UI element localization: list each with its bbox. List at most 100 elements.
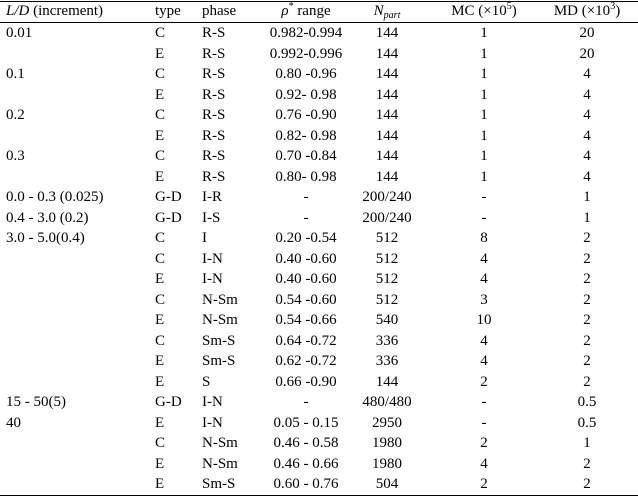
table-cell: 0.54 -0.66	[275, 312, 337, 329]
header-text: )	[511, 3, 517, 19]
table-cell: 0.92- 0.98	[275, 86, 337, 103]
table-cell: 20	[579, 25, 595, 41]
table-cell: 4	[583, 66, 591, 83]
table-cell: 0.982-0.994	[269, 25, 343, 41]
table-cell: E	[155, 353, 165, 370]
header-text: 3	[610, 1, 616, 12]
table-cell: 0.5	[577, 414, 597, 431]
table-cell: 0.4 - 3.0 (0.2)	[6, 209, 89, 226]
table-cell: R-S	[202, 45, 226, 62]
header-text: MD (×10	[553, 3, 611, 19]
table-cell: I-N	[202, 250, 223, 267]
table-cell: -	[303, 209, 309, 226]
table-cell: Sm-S	[202, 332, 236, 349]
table-cell: S	[202, 373, 211, 390]
table-cell: R-S	[202, 66, 226, 83]
table-cell: 2	[583, 291, 591, 308]
table-cell: 1	[480, 107, 488, 124]
table-cell: 512	[375, 291, 399, 308]
table-cell: E	[155, 312, 165, 329]
table-cell: 0.2	[6, 107, 25, 124]
table-cell: 0.40 -0.60	[275, 271, 337, 288]
table-cell: 2	[480, 476, 488, 493]
table-cell: 0.1	[6, 66, 25, 83]
table-cell: 1	[583, 435, 591, 452]
table-cell: E	[155, 476, 165, 493]
table-cell: 8	[480, 230, 488, 247]
table-cell: 336	[375, 332, 399, 349]
table-cell: 144	[375, 168, 399, 185]
table-cell: 2950	[372, 414, 402, 431]
table-cell: 1	[583, 209, 591, 226]
table-cell: 200/240	[362, 209, 412, 226]
table-cell: 0.60 - 0.76	[273, 476, 339, 493]
table-cell: 4	[480, 455, 488, 472]
table-cell: 1980	[372, 455, 402, 472]
top-rule	[0, 1, 638, 2]
table-cell: R-S	[202, 86, 226, 103]
table-cell: 1	[480, 86, 488, 103]
table-cell: 0.76 -0.90	[275, 107, 337, 124]
header-text: MC (×10	[451, 3, 507, 19]
table-cell: 1	[480, 148, 488, 165]
table-cell: 0.46 - 0.58	[273, 435, 339, 452]
table-cell: 144	[375, 25, 399, 41]
table-cell: E	[155, 86, 165, 103]
header-text: *	[288, 1, 294, 12]
table-cell: N-Sm	[202, 291, 238, 308]
table-cell: 0.3	[6, 148, 25, 165]
table-cell: 0.80- 0.98	[275, 168, 337, 185]
table-cell: C	[155, 435, 166, 452]
table-cell: E	[155, 414, 165, 431]
table-cell: 512	[375, 271, 399, 288]
table-cell: 40	[6, 414, 21, 431]
table-cell: C	[155, 230, 166, 247]
table-cell: E	[155, 455, 165, 472]
table-cell: 0.80 -0.96	[275, 66, 337, 83]
table-cell: 3	[480, 291, 488, 308]
table-cell: R-S	[202, 168, 226, 185]
table-cell: -	[481, 414, 487, 431]
table-cell: C	[155, 148, 166, 165]
table-cell: 2	[583, 373, 591, 390]
header-text: 5	[506, 1, 512, 12]
table-cell: 0.46 - 0.66	[273, 455, 339, 472]
table-cell: -	[481, 189, 487, 206]
table-cell: 20	[579, 45, 595, 62]
header-text: ρ	[281, 3, 289, 19]
table-cell: 144	[375, 373, 399, 390]
table-cell: G-D	[155, 209, 182, 226]
table-cell: 4	[583, 168, 591, 185]
table-cell: -	[481, 209, 487, 226]
table-cell: 2	[583, 250, 591, 267]
table-cell: 0.82- 0.98	[275, 127, 337, 144]
table-cell: 4	[480, 250, 488, 267]
table-cell: C	[155, 25, 166, 41]
table-cell: 1	[480, 25, 488, 41]
table-cell: 4	[480, 332, 488, 349]
table-cell: 0.66 -0.90	[275, 373, 337, 390]
table-cell: 336	[375, 353, 399, 370]
table-cell: 1	[480, 45, 488, 62]
table-cell: 0.54 -0.60	[275, 291, 337, 308]
header-text: N	[373, 3, 384, 19]
table-cell: C	[155, 332, 166, 349]
table-cell: C	[155, 66, 166, 83]
table-cell: I-N	[202, 394, 223, 411]
table-cell: 144	[375, 66, 399, 83]
table-cell: 4	[480, 353, 488, 370]
table-cell: 2	[583, 476, 591, 493]
table-cell: 144	[375, 107, 399, 124]
table-cell: Sm-S	[202, 353, 236, 370]
table-cell: 0.0 - 0.3 (0.025)	[6, 189, 104, 206]
table-cell: 512	[375, 230, 399, 247]
table-cell: R-S	[202, 107, 226, 124]
table-cell: E	[155, 127, 165, 144]
table-cell: 0.62 -0.72	[275, 353, 337, 370]
table-cell: 144	[375, 148, 399, 165]
table-cell: I-R	[202, 189, 222, 206]
header-text: type	[155, 3, 181, 19]
table-cell: I-S	[202, 209, 221, 226]
header-cell: phase	[202, 1, 236, 21]
table-cell: 1	[480, 168, 488, 185]
